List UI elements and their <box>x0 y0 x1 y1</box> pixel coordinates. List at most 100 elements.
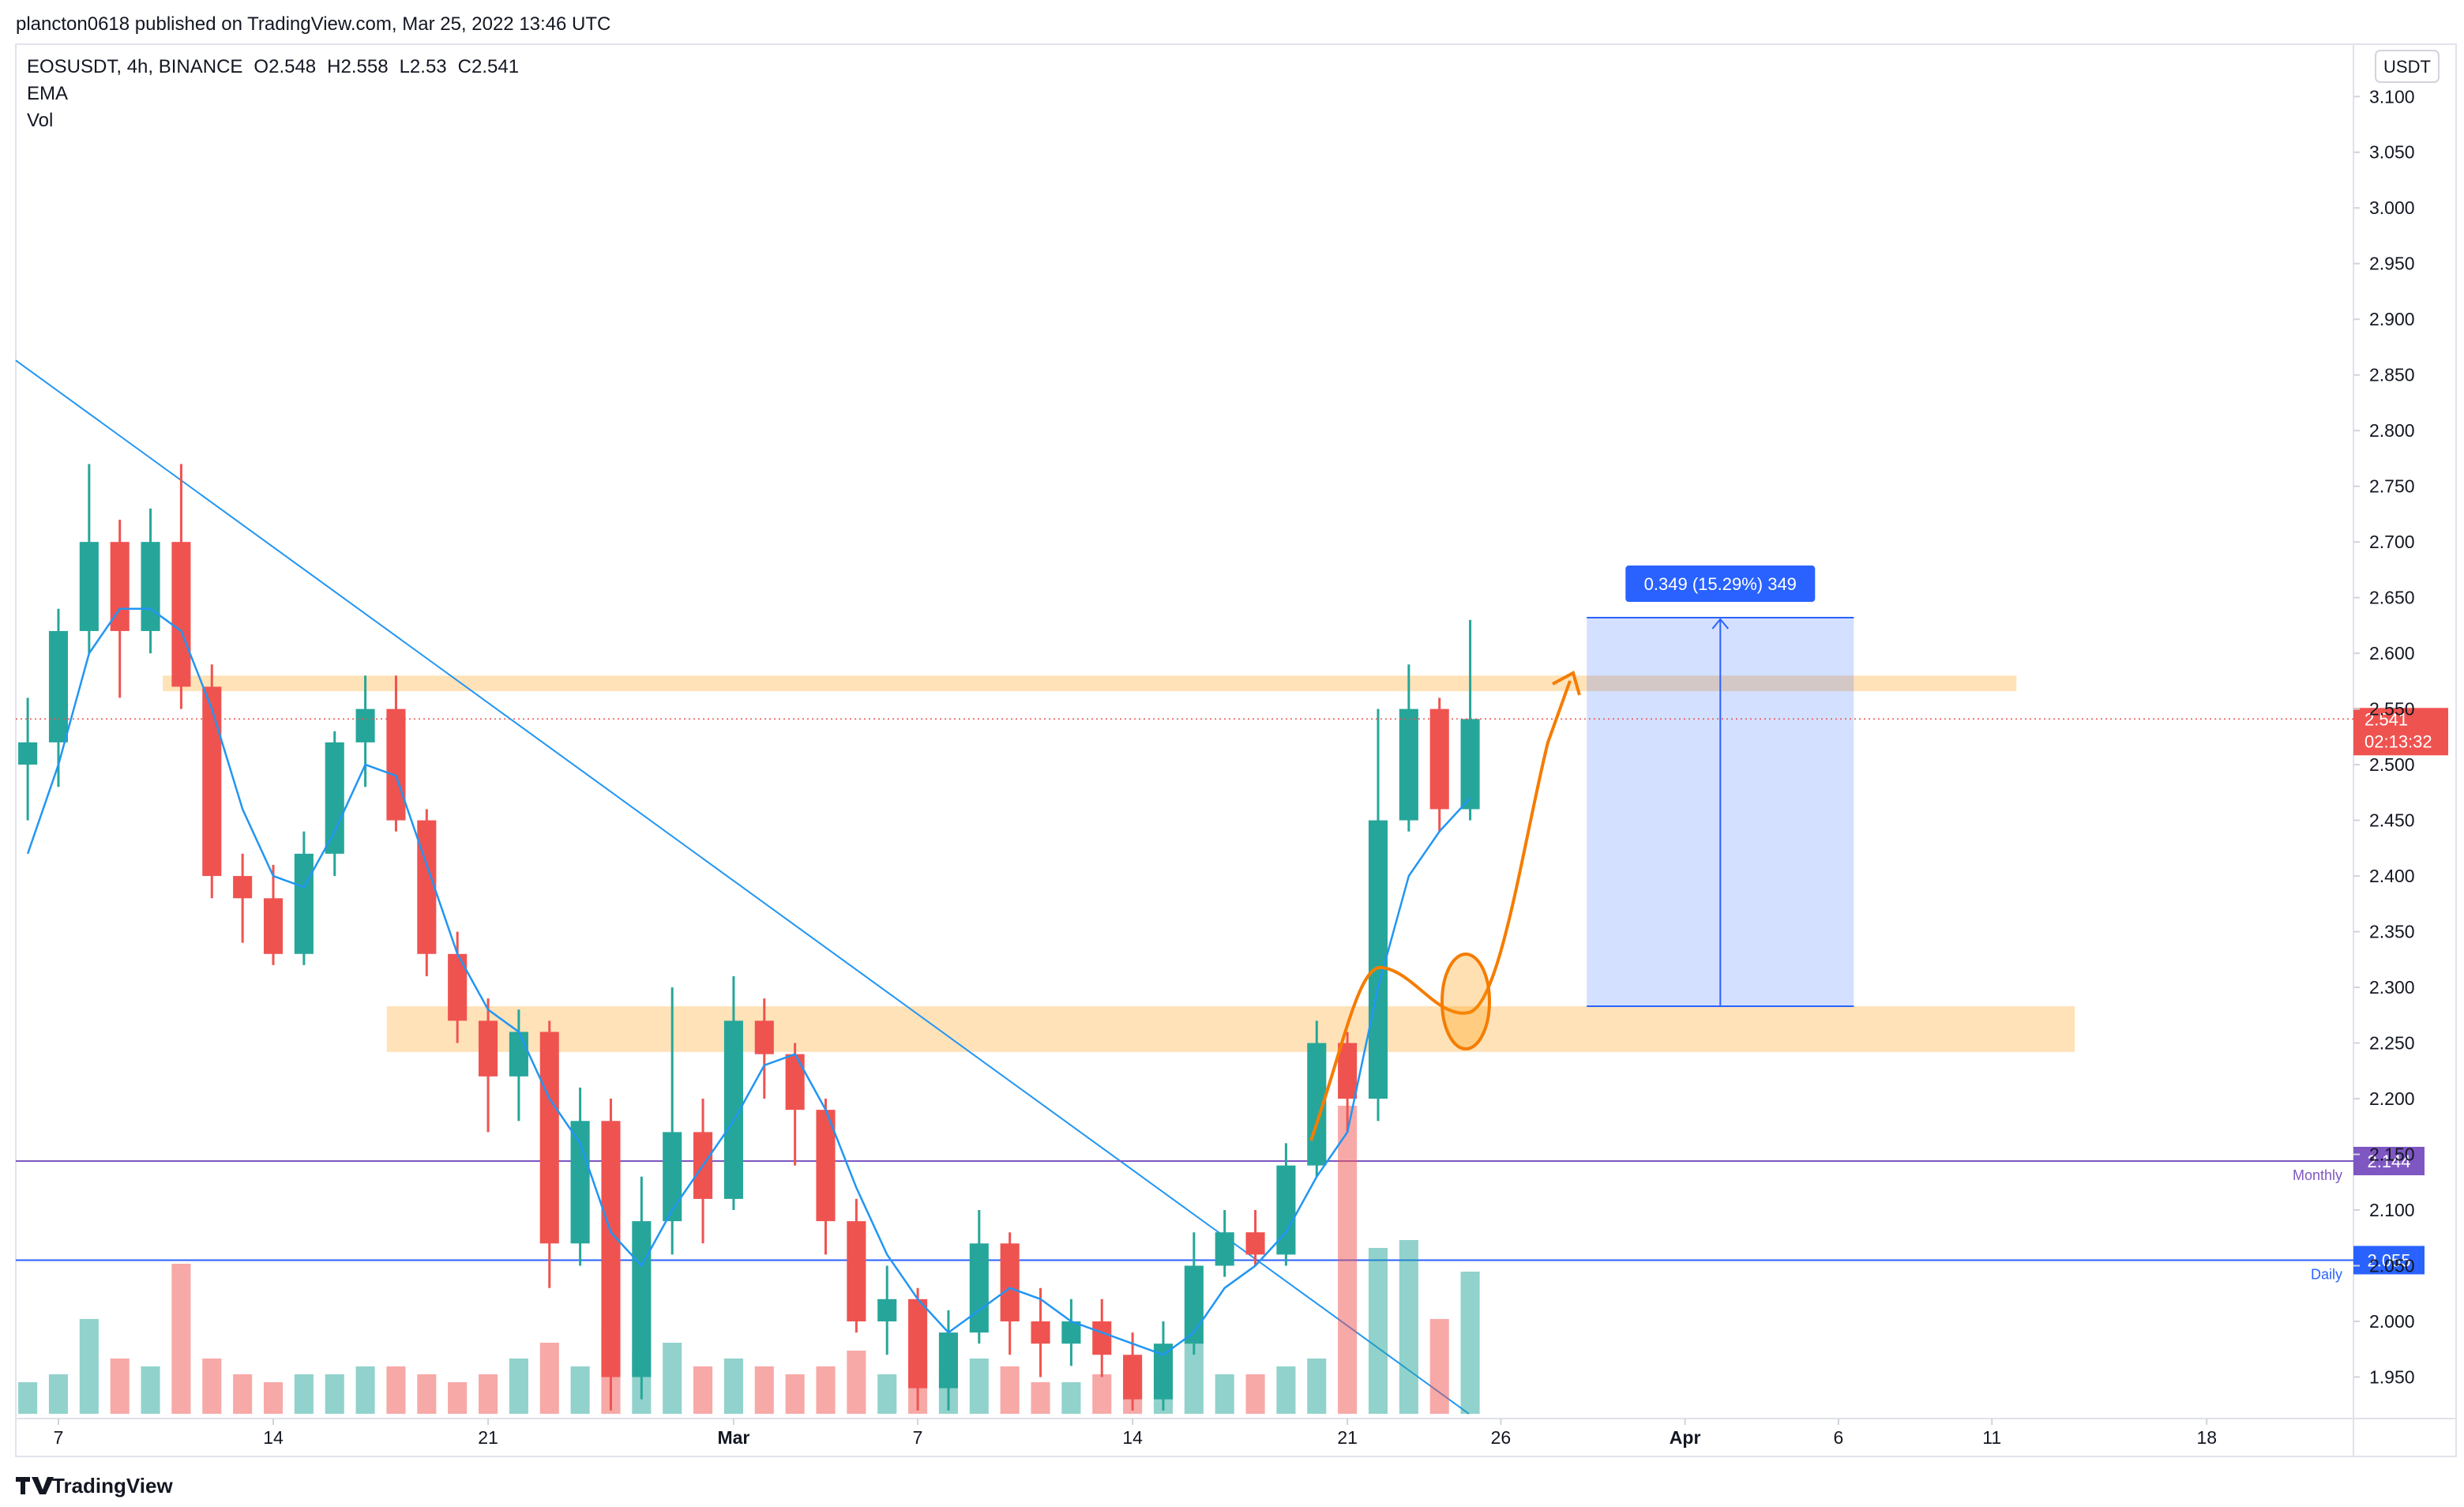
candle-body <box>1215 1232 1234 1266</box>
candle-body <box>1245 1232 1265 1255</box>
ohlc-value: 2.558 <box>341 56 389 77</box>
candle-body <box>785 1054 805 1111</box>
volume-bar <box>1031 1382 1050 1414</box>
volume-bar <box>693 1366 713 1414</box>
candle-body <box>908 1298 928 1389</box>
last-price-bg <box>2353 708 2448 756</box>
candle-body <box>79 542 99 631</box>
y-tick-label: 2.650 <box>2369 588 2415 608</box>
x-tick-label: Mar <box>717 1427 749 1448</box>
ohlc-key: C <box>458 56 471 77</box>
candle-body <box>171 542 191 687</box>
volume-bar <box>448 1382 468 1414</box>
candle-body <box>969 1243 989 1333</box>
x-tick-label: 7 <box>913 1427 923 1448</box>
y-tick-label: 2.250 <box>2369 1033 2415 1054</box>
x-tick-label: 6 <box>1834 1427 1844 1448</box>
x-tick-label: 26 <box>1491 1427 1512 1448</box>
logo <box>16 1477 54 1494</box>
candle-body <box>601 1121 621 1377</box>
volume-bar <box>877 1374 897 1414</box>
candle-body <box>877 1298 897 1321</box>
volume-bar <box>1460 1272 1480 1414</box>
candle-body <box>1061 1321 1081 1344</box>
y-tick-label: 2.200 <box>2369 1088 2415 1109</box>
y-tick-label: 2.050 <box>2369 1256 2415 1276</box>
volume-bar <box>263 1382 284 1414</box>
countdown: 02:13:32 <box>2364 731 2432 751</box>
volume-bar <box>723 1359 743 1414</box>
candle-body <box>202 686 222 877</box>
ohlc-key: L <box>400 56 410 77</box>
y-tick-label: 2.300 <box>2369 977 2415 998</box>
y-tick-label: 2.600 <box>2369 643 2415 663</box>
x-tick-label: 21 <box>478 1427 498 1448</box>
volume-bar <box>233 1374 253 1414</box>
y-tick-label: 2.150 <box>2369 1144 2415 1165</box>
candle-body <box>663 1132 682 1222</box>
candle-body <box>1368 820 1388 1099</box>
ohlc-key: H <box>327 56 340 77</box>
volume-bar <box>386 1366 406 1414</box>
ema-line <box>26 607 1471 1356</box>
y-tick-label: 2.750 <box>2369 476 2415 497</box>
volume-bar <box>1429 1319 1449 1414</box>
retest-circle <box>1440 953 1491 1050</box>
currency[interactable]: USDT <box>2383 57 2431 77</box>
candle-body <box>1399 708 1418 821</box>
y-tick-label: 3.050 <box>2369 142 2415 163</box>
volume-bar <box>1215 1374 1234 1414</box>
volume-bar <box>478 1374 498 1414</box>
candle-body <box>1429 708 1449 810</box>
candle-body <box>355 708 375 742</box>
candle-body <box>448 953 468 1021</box>
volume-bar <box>1092 1374 1112 1414</box>
currency-button[interactable] <box>2375 50 2440 83</box>
ohlc-key: O <box>254 56 269 77</box>
ohlc-value: 2.548 <box>269 56 316 77</box>
candle-body <box>478 1020 498 1077</box>
volume-bar <box>539 1343 559 1414</box>
y-tick-label: 2.950 <box>2369 254 2415 274</box>
level-label: 2.055 <box>2367 1250 2410 1270</box>
y-tick-label: 2.100 <box>2369 1200 2415 1220</box>
volume-bar <box>785 1374 805 1414</box>
x-tick-label: 7 <box>54 1427 64 1448</box>
last-price: 2.541 <box>2364 709 2408 729</box>
candle-body <box>1031 1321 1050 1344</box>
candle-body <box>1338 1043 1358 1099</box>
volume-bar <box>570 1366 590 1414</box>
volume-bar <box>202 1359 222 1414</box>
symbol: EOSUSDT, 4h, BINANCE <box>27 56 242 77</box>
candle-body <box>294 853 314 954</box>
candle-body <box>325 742 344 854</box>
candle-body <box>847 1221 866 1321</box>
y-tick-label: 2.450 <box>2369 810 2415 831</box>
volume-bar <box>141 1366 160 1414</box>
y-tick-label: 3.100 <box>2369 86 2415 107</box>
zone <box>386 1006 2075 1052</box>
candle-body <box>141 542 160 631</box>
volume-bar <box>79 1319 99 1414</box>
y-tick-label: 2.500 <box>2369 754 2415 775</box>
candle-body <box>18 742 38 765</box>
candle-body <box>386 708 406 821</box>
candle-body <box>570 1121 590 1244</box>
x-tick-label: 21 <box>1337 1427 1358 1448</box>
candle-body <box>754 1020 774 1054</box>
volume-bar <box>110 1359 130 1414</box>
volume-bar <box>325 1374 344 1414</box>
volume-bar <box>417 1374 437 1414</box>
volume-bar <box>816 1366 836 1414</box>
measure-label-bg <box>1625 566 1816 603</box>
ohlc-value: 2.541 <box>471 56 519 77</box>
level-name: Monthly <box>2293 1167 2342 1183</box>
brand: TradingView <box>52 1474 173 1498</box>
x-tick-label: 18 <box>2196 1427 2217 1448</box>
candle-body <box>263 898 284 954</box>
candle-body <box>1276 1165 1296 1255</box>
candle-body <box>1092 1321 1112 1355</box>
volume-bar <box>1061 1382 1081 1414</box>
volume-bar <box>847 1351 866 1414</box>
